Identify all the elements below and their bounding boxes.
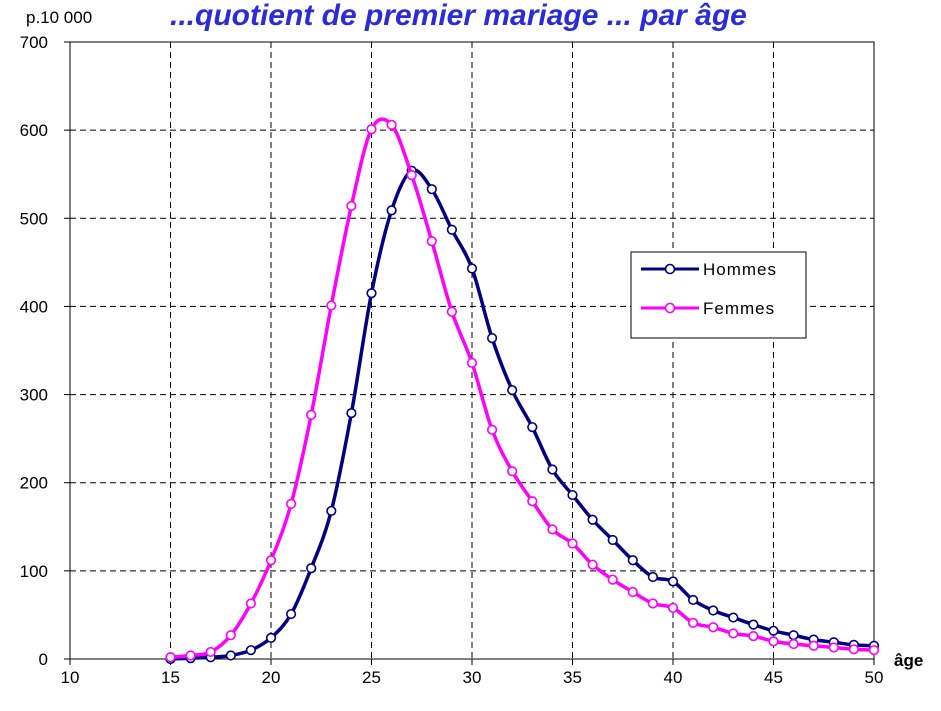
data-point-femmes: [406, 169, 417, 181]
data-point-femmes: [667, 602, 679, 613]
data-point-hommes: [788, 630, 799, 641]
data-point-femmes: [245, 598, 256, 609]
data-point-hommes: [748, 619, 759, 630]
x-tick-label: 35: [563, 668, 582, 687]
data-point-hommes: [466, 263, 478, 274]
chart-title: ...quotient de premier mariage ... par â…: [170, 0, 747, 32]
data-point-hommes: [487, 333, 498, 344]
data-point-hommes: [306, 563, 317, 574]
data-point-femmes: [768, 636, 779, 647]
x-axis: 10 15 20 25 30 35 40 45 50: [61, 659, 884, 687]
y-tick-label: 700: [20, 33, 48, 52]
data-point-femmes: [728, 628, 739, 639]
data-point-femmes: [527, 496, 538, 507]
data-point-femmes: [708, 622, 719, 633]
y-tick-label: 500: [20, 209, 48, 228]
legend-marker-femmes: [664, 302, 676, 314]
data-point-femmes: [567, 538, 578, 549]
data-point-femmes: [687, 617, 699, 628]
data-point-hommes: [507, 385, 518, 396]
data-point-hommes: [225, 650, 236, 661]
series-femmes: [165, 117, 880, 663]
y-tick-label: 0: [39, 650, 48, 669]
data-point-femmes: [225, 630, 236, 641]
x-tick-label: 40: [664, 668, 683, 687]
data-point-hommes: [326, 505, 337, 517]
data-point-hommes: [728, 612, 739, 623]
data-point-femmes: [828, 642, 839, 653]
x-axis-label: âge: [894, 651, 923, 670]
y-tick-label: 200: [20, 474, 48, 493]
data-point-hommes: [547, 464, 558, 475]
series-hommes: [165, 165, 880, 665]
y-tick-label: 600: [20, 121, 48, 140]
data-point-hommes: [265, 632, 277, 643]
data-point-hommes: [286, 608, 297, 620]
data-point-femmes: [848, 644, 860, 655]
data-point-hommes: [627, 555, 638, 566]
data-point-femmes: [426, 236, 437, 247]
legend-label-femmes: Femmes: [703, 299, 775, 318]
x-tick-label: 30: [463, 668, 482, 687]
y-axis-label: p.10 000: [26, 8, 92, 27]
legend: Hommes Femmes: [630, 251, 807, 339]
data-point-femmes: [326, 300, 337, 311]
data-point-femmes: [808, 640, 819, 651]
x-tick-label: 15: [161, 668, 180, 687]
data-point-hommes: [587, 514, 598, 525]
data-point-femmes: [547, 524, 558, 535]
y-tick-label: 400: [20, 297, 48, 316]
data-point-hommes: [647, 571, 659, 583]
grid: [70, 42, 874, 659]
data-point-femmes: [607, 574, 618, 585]
data-point-hommes: [667, 576, 679, 587]
x-tick-label: 20: [262, 668, 281, 687]
y-tick-label: 300: [20, 386, 48, 405]
legend-label-hommes: Hommes: [703, 260, 777, 279]
data-point-femmes: [205, 646, 216, 658]
data-point-femmes: [507, 466, 518, 477]
data-point-hommes: [346, 407, 357, 419]
data-point-femmes: [587, 559, 598, 570]
x-tick-label: 45: [764, 668, 783, 687]
x-tick-label: 25: [362, 668, 381, 687]
data-point-femmes: [286, 498, 297, 509]
data-point-femmes: [346, 200, 357, 212]
y-axis: 0 100 200 300 400 500 600 700: [20, 33, 70, 669]
data-point-femmes: [165, 652, 176, 663]
data-point-femmes: [466, 357, 478, 368]
data-point-hommes: [446, 224, 458, 235]
data-point-hommes: [687, 594, 699, 606]
data-point-hommes: [708, 605, 719, 616]
data-point-femmes: [788, 638, 799, 650]
data-point-femmes: [748, 630, 759, 642]
y-tick-label: 100: [20, 562, 48, 581]
legend-marker-hommes: [664, 263, 676, 275]
data-point-femmes: [185, 650, 196, 661]
data-point-femmes: [366, 124, 377, 135]
data-point-hommes: [366, 288, 377, 299]
data-point-hommes: [386, 205, 397, 216]
data-point-femmes: [265, 555, 277, 566]
legend-box: [630, 251, 807, 339]
data-point-femmes: [306, 409, 317, 420]
data-point-femmes: [627, 586, 638, 598]
x-tick-label: 10: [61, 668, 80, 687]
data-point-hommes: [567, 489, 578, 501]
x-tick-label: 50: [865, 668, 884, 687]
data-point-femmes: [446, 306, 458, 317]
data-point-hommes: [527, 422, 538, 433]
data-point-femmes: [386, 119, 397, 130]
data-point-femmes: [868, 645, 880, 656]
data-point-femmes: [487, 424, 498, 435]
data-point-femmes: [647, 598, 659, 609]
data-point-hommes: [768, 625, 779, 636]
series-layer: [165, 117, 880, 665]
data-point-hommes: [607, 534, 618, 546]
data-point-hommes: [245, 645, 256, 656]
data-point-hommes: [426, 184, 437, 195]
